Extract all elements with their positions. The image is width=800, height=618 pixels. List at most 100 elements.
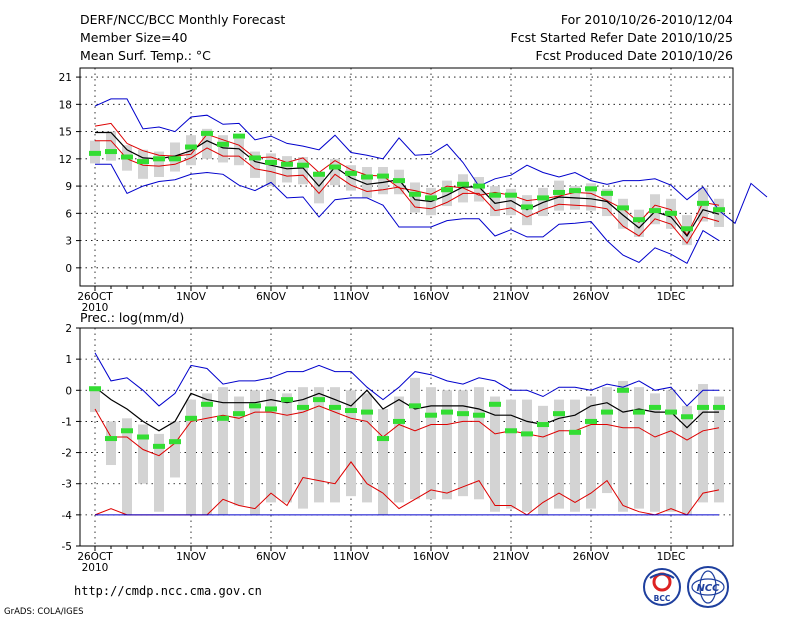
temp-box-32: [602, 188, 612, 217]
temp-box-18: [378, 167, 388, 195]
temp-obs-mark-32: [601, 190, 613, 196]
prec-obs-mark-29: [553, 411, 565, 417]
temp-box-24: [474, 177, 484, 202]
prec-obs-mark-4: [153, 443, 165, 449]
prec-box-1: [106, 421, 116, 466]
temp-obs-mark-17: [361, 174, 373, 180]
prec-obs-mark-20: [409, 403, 421, 409]
temp-box-17: [362, 167, 372, 198]
temp-obs-mark-11: [265, 159, 277, 165]
prec-box-26: [506, 399, 516, 509]
temp-box-14: [314, 171, 324, 204]
title-right-1: For 2010/10/26-2010/12/04: [561, 12, 733, 27]
prec-ytick-label-4: -1: [62, 416, 72, 428]
temp-ytick-label-5: 15: [59, 127, 72, 139]
temp-obs-mark-14: [313, 171, 325, 177]
prec-box-30: [570, 399, 580, 512]
temp-obs-mark-4: [153, 156, 165, 162]
prec-obs-mark-13: [297, 404, 309, 410]
prec-box-16: [346, 390, 356, 497]
prec-xtick-label-3: 11NOV: [333, 551, 370, 563]
prec-box-9: [234, 396, 244, 506]
title-left-1: DERF/NCC/BCC Monthly Forecast: [80, 12, 285, 27]
title-left-3: Mean Surf. Temp.: °C: [80, 48, 211, 63]
temp-xtick-label-3: 11NOV: [333, 291, 370, 303]
temperature-axes: 0 3 6 9 12 15 18 21 26OCT 1NOV 6NOV 11NOV 16NOV 21NOV…: [59, 72, 720, 314]
temp-obs-mark-10: [249, 155, 261, 161]
precip-title: Prec.: log(mm/d): [80, 310, 184, 325]
prec-obs-mark-36: [665, 409, 677, 415]
bcc-logo: BCC: [643, 568, 681, 606]
title-right-2: Fcst Started Refer Date 2010/10/25: [511, 30, 734, 45]
temp-box-22: [442, 180, 452, 207]
temp-box-9: [234, 138, 244, 166]
prec-box-11: [266, 390, 276, 503]
temp-obs-mark-22: [441, 187, 453, 193]
temp-obs-mark-30: [569, 188, 581, 194]
prec-box-31: [586, 396, 596, 509]
temp-obs-mark-15: [329, 164, 341, 170]
precipitation-spread-boxes: [90, 377, 724, 515]
prec-box-7: [202, 393, 212, 515]
prec-box-39: [714, 396, 724, 503]
temperature-observed-marks: [89, 130, 725, 232]
prec-obs-mark-32: [601, 409, 613, 415]
prec-obs-mark-19: [393, 418, 405, 424]
temp-ytick-label-6: 18: [59, 99, 72, 111]
temp-obs-mark-7: [201, 130, 213, 136]
temp-obs-mark-21: [425, 195, 437, 201]
prec-xtick-label-2: 6NOV: [256, 551, 287, 563]
prec-ytick-label-3: -2: [62, 448, 72, 460]
temp-line-max: [94, 98, 768, 225]
bcc-logo-text: BCC: [654, 594, 671, 603]
temp-box-15: [330, 158, 340, 186]
temp-xtick-label-1: 1NOV: [176, 291, 207, 303]
prec-box-24: [474, 387, 484, 500]
temp-obs-mark-39: [713, 207, 725, 213]
prec-box-3: [138, 424, 148, 484]
temp-obs-mark-5: [169, 156, 181, 162]
temp-obs-mark-33: [617, 205, 629, 211]
prec-obs-mark-24: [473, 412, 485, 418]
temp-obs-mark-19: [393, 178, 405, 184]
prec-box-22: [442, 390, 452, 500]
temp-box-10: [250, 151, 260, 178]
temp-ytick-label-7: 21: [59, 72, 72, 84]
prec-obs-mark-17: [361, 409, 373, 415]
temp-xtick-label-7: 1DEC: [657, 291, 686, 303]
temp-ytick-label-4: 12: [59, 154, 72, 166]
temp-box-13: [298, 157, 308, 185]
prec-box-28: [538, 405, 548, 515]
prec-year-label: 2010: [82, 562, 109, 574]
prec-obs-mark-9: [233, 411, 245, 417]
prec-obs-mark-33: [617, 387, 629, 393]
prec-box-37: [682, 405, 692, 515]
temp-obs-mark-23: [457, 181, 469, 187]
temp-obs-mark-20: [409, 191, 421, 197]
footer-url[interactable]: http://cmdp.ncc.cma.gov.cn: [74, 584, 262, 598]
prec-xtick-label-5: 21NOV: [493, 551, 530, 563]
temp-box-8: [218, 135, 228, 163]
prec-ytick-label-0: -5: [62, 541, 72, 553]
prec-box-19: [394, 396, 404, 503]
prec-box-33: [618, 380, 628, 512]
precipitation-series-lines: [94, 352, 720, 516]
temp-obs-mark-2: [121, 154, 133, 160]
prec-obs-mark-8: [217, 415, 229, 421]
temp-obs-mark-0: [89, 150, 101, 156]
prec-ytick-label-1: -4: [62, 510, 73, 522]
precipitation-axes: -5 -4 -3 -2 -1 0 1 2 26OCT 1NOV 6NOV 11NOV 16NOV 21NO…: [62, 323, 720, 574]
prec-line-max: [94, 352, 719, 407]
temp-obs-mark-28: [537, 195, 549, 201]
prec-obs-mark-39: [713, 404, 725, 410]
temp-year-label: 2010: [82, 302, 109, 314]
prec-box-14: [314, 387, 324, 503]
prec-obs-mark-23: [457, 411, 469, 417]
prec-ytick-label-6: 1: [65, 354, 72, 366]
prec-box-18: [378, 408, 388, 515]
temp-ytick-label-1: 3: [65, 236, 72, 248]
prec-obs-mark-22: [441, 409, 453, 415]
prec-box-38: [698, 384, 708, 503]
temp-box-26: [506, 188, 516, 216]
prec-xtick-label-0: 26OCT: [77, 551, 113, 563]
